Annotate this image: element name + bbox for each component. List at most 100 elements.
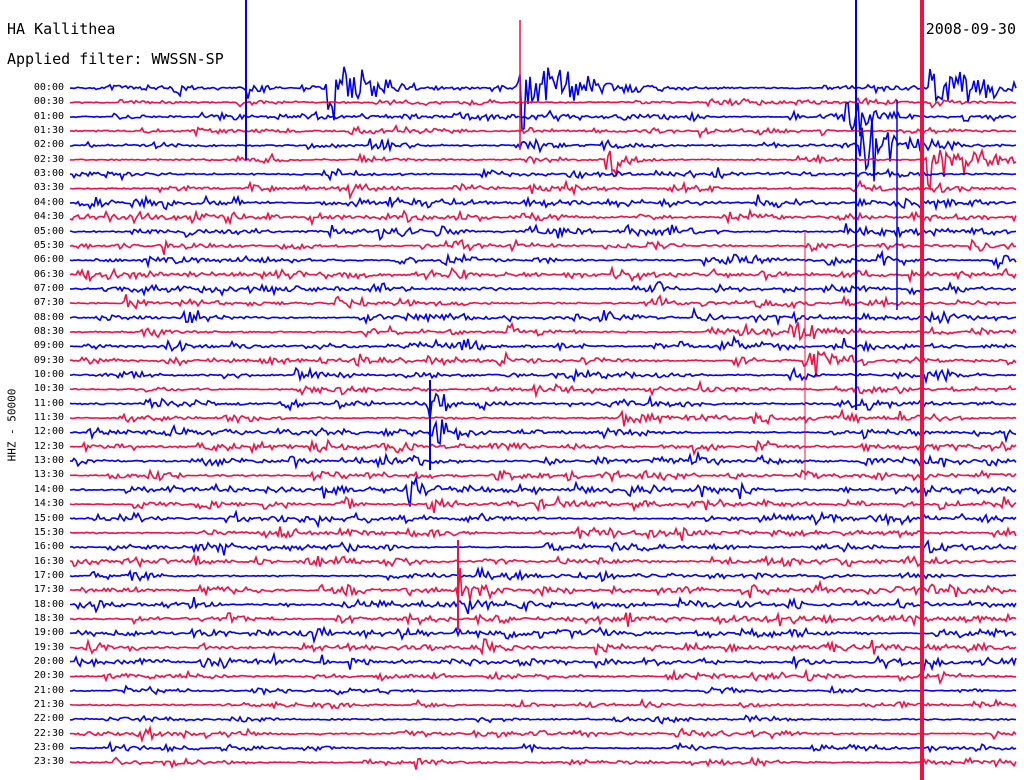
time-label: 00:30 <box>33 96 64 108</box>
time-label: 18:00 <box>33 598 64 610</box>
trace-row <box>69 611 1017 628</box>
time-label: 03:00 <box>33 168 64 180</box>
trace-row <box>69 366 1017 385</box>
trace-row <box>69 207 1017 229</box>
trace-row <box>69 392 1017 420</box>
time-label: 07:30 <box>33 297 64 309</box>
time-label: 04:00 <box>33 196 64 208</box>
trace-row <box>69 265 1017 284</box>
trace-row <box>69 123 1017 140</box>
trace-row <box>69 494 1017 514</box>
time-label: 01:30 <box>33 125 64 137</box>
trace-row <box>69 756 1017 770</box>
time-axis: 00:00 00:30 01:00 01:30 02:00 02:30 03:00 03:30… <box>0 0 68 780</box>
trace-row <box>69 509 1017 529</box>
time-label: 08:00 <box>33 311 64 323</box>
trace-group <box>69 66 1017 770</box>
trace-row <box>69 565 1017 583</box>
time-label: 20:30 <box>33 670 64 682</box>
trace-row <box>69 438 1017 457</box>
trace-row <box>69 66 1017 132</box>
time-label: 09:30 <box>33 354 64 366</box>
time-label: 16:30 <box>33 555 64 567</box>
trace-row <box>69 651 1017 672</box>
trace-row <box>69 334 1017 354</box>
trace-row <box>69 379 1017 399</box>
time-label: 13:30 <box>33 469 64 481</box>
time-label: 03:30 <box>33 182 64 194</box>
trace-row <box>69 567 1017 601</box>
trace-row <box>69 294 1017 311</box>
time-label: 02:00 <box>33 139 64 151</box>
station-title: HA Kallithea <box>7 20 116 38</box>
time-label: 07:00 <box>33 282 64 294</box>
trace-row <box>69 419 1017 446</box>
trace-row <box>69 167 1017 182</box>
trace-row <box>69 684 1017 696</box>
time-label: 09:00 <box>33 340 64 352</box>
time-label: 16:00 <box>33 541 64 553</box>
trace-row <box>69 539 1017 556</box>
trace-row <box>69 525 1017 541</box>
time-label: 18:30 <box>33 612 64 624</box>
trace-row <box>70 349 1017 378</box>
trace-row <box>69 638 1017 657</box>
time-label: 23:30 <box>33 756 64 768</box>
trace-row <box>69 179 1017 201</box>
trace-row <box>69 118 1017 182</box>
time-label: 12:00 <box>33 426 64 438</box>
filter-label: Applied filter: WWSSN-SP <box>7 50 224 68</box>
time-label: 14:00 <box>33 483 64 495</box>
time-label: 19:30 <box>33 641 64 653</box>
time-label: 12:30 <box>33 440 64 452</box>
time-label: 14:30 <box>33 498 64 510</box>
trace-row <box>70 468 1017 484</box>
trace-row <box>69 596 1017 615</box>
trace-row <box>69 223 1017 242</box>
time-label: 06:00 <box>33 254 64 266</box>
trace-row <box>69 475 1017 507</box>
time-label: 11:30 <box>33 412 64 424</box>
trace-row <box>69 625 1017 645</box>
trace-row <box>69 249 1017 271</box>
time-label: 17:30 <box>33 584 64 596</box>
trace-row <box>69 553 1017 569</box>
time-label: 21:00 <box>33 684 64 696</box>
time-label: 15:00 <box>33 512 64 524</box>
trace-row <box>69 321 1017 342</box>
trace-row <box>69 96 1017 109</box>
trace-row <box>69 280 1017 297</box>
time-label: 00:00 <box>33 82 64 93</box>
trace-row <box>70 147 1017 192</box>
trace-row <box>69 668 1017 686</box>
time-label: 10:00 <box>33 369 64 380</box>
trace-row <box>69 697 1017 710</box>
time-label: 01:00 <box>33 110 64 122</box>
trace-row <box>69 306 1017 327</box>
time-label: 05:00 <box>33 225 64 237</box>
trace-row <box>69 194 1017 212</box>
trace-row <box>69 408 1017 427</box>
time-label: 13:00 <box>33 455 64 467</box>
time-label: 21:30 <box>33 699 64 711</box>
time-label: 04:30 <box>33 211 64 223</box>
trace-row <box>69 724 1017 744</box>
time-label: 11:00 <box>33 397 64 409</box>
time-label: 02:30 <box>33 153 64 165</box>
time-label: 20:00 <box>33 656 64 667</box>
time-label: 05:30 <box>33 239 64 251</box>
trace-row <box>69 740 1017 754</box>
time-label: 08:30 <box>33 325 64 337</box>
time-label: 19:00 <box>33 627 64 639</box>
time-label: 22:30 <box>33 727 64 739</box>
time-label: 10:30 <box>33 383 64 395</box>
time-label: 22:00 <box>33 713 64 725</box>
time-label: 06:30 <box>33 268 64 280</box>
event-group <box>245 0 924 780</box>
time-label: 23:00 <box>33 742 64 754</box>
trace-row <box>69 238 1017 255</box>
time-label: 15:30 <box>33 526 64 538</box>
record-date: 2008-09-30 <box>925 20 1016 38</box>
trace-row <box>69 714 1017 725</box>
